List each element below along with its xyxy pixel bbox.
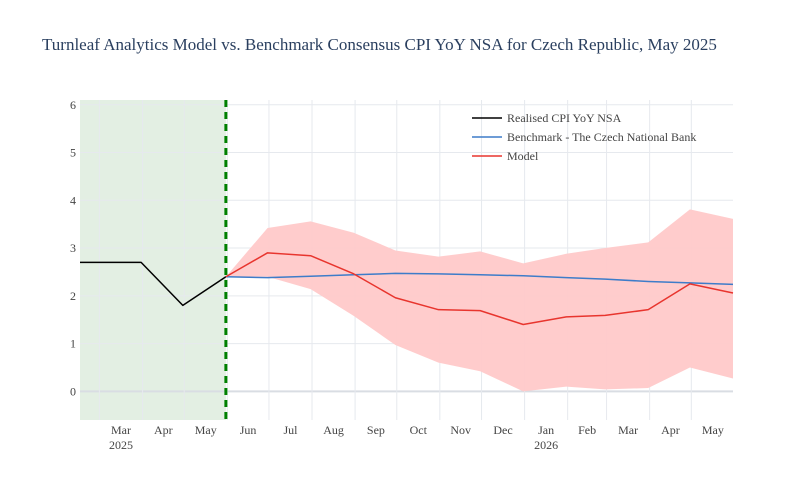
historical-shaded-region <box>80 100 226 420</box>
x-tick-label: Jan <box>538 423 554 437</box>
x-tick-label: Oct <box>410 423 428 437</box>
model-band-area <box>225 209 733 392</box>
x-tick-label: Nov <box>450 423 471 437</box>
x-tick-year-label: 2026 <box>534 438 558 452</box>
y-tick-label: 0 <box>70 384 76 398</box>
legend[interactable]: Realised CPI YoY NSA Benchmark - The Czec… <box>472 111 696 163</box>
y-tick-label: 6 <box>70 98 76 112</box>
x-tick-year-label: 2025 <box>109 438 133 452</box>
y-tick-label: 1 <box>70 337 76 351</box>
chart-title: Turnleaf Analytics Model vs. Benchmark C… <box>42 35 717 54</box>
x-tick-label: Mar <box>111 423 131 437</box>
y-tick-label: 2 <box>70 289 76 303</box>
x-tick-label: Apr <box>661 423 680 437</box>
legend-item-realised-cpi-yoy-nsa[interactable]: Realised CPI YoY NSA <box>472 111 622 125</box>
x-tick-label: Aug <box>323 423 344 437</box>
legend-label: Benchmark - The Czech National Bank <box>507 130 696 144</box>
y-axis-ticks: 0 1 2 3 4 5 6 <box>70 98 76 399</box>
x-tick-label: May <box>702 423 724 437</box>
x-tick-label: Feb <box>578 423 596 437</box>
series-line-benchmark-the-czech-national-bank <box>225 272 734 286</box>
x-tick-label: Jun <box>240 423 257 437</box>
x-tick-label: Jul <box>283 423 298 437</box>
series-lines <box>80 252 734 326</box>
x-tick-label: Dec <box>493 423 512 437</box>
legend-item-benchmark-the-czech-national-bank[interactable]: Benchmark - The Czech National Bank <box>472 130 696 144</box>
y-tick-label: 5 <box>70 146 76 160</box>
series-line-model <box>225 252 734 326</box>
legend-item-model[interactable]: Model <box>472 149 539 163</box>
x-tick-label: Apr <box>154 423 173 437</box>
x-tick-label: May <box>195 423 217 437</box>
y-tick-label: 4 <box>70 193 76 207</box>
x-tick-label: Sep <box>367 423 385 437</box>
legend-label: Model <box>507 149 539 163</box>
series-line-realised-cpi-yoy-nsa <box>80 261 227 307</box>
y-tick-label: 3 <box>70 241 76 255</box>
plot-background <box>80 100 226 420</box>
model-confidence-band <box>225 209 733 392</box>
legend-label: Realised CPI YoY NSA <box>507 111 622 125</box>
x-tick-label: Mar <box>618 423 638 437</box>
